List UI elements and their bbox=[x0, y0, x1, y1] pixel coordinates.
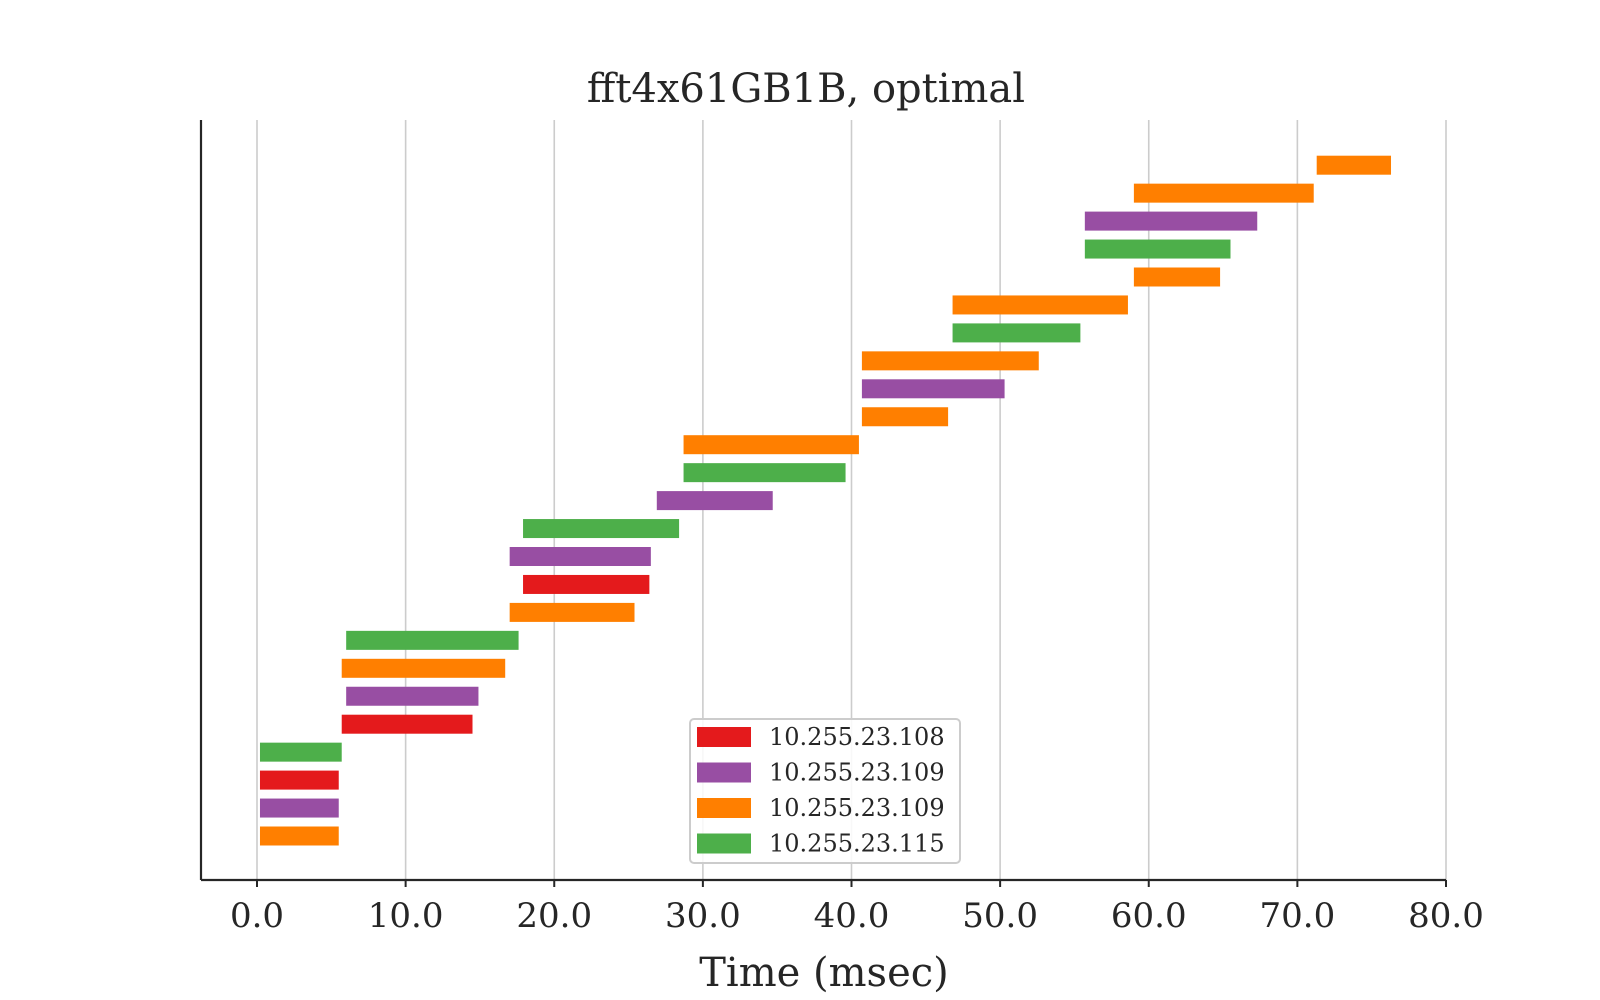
task-bar bbox=[523, 519, 680, 539]
x-tick-label: 80.0 bbox=[1408, 896, 1484, 936]
x-tick-label: 60.0 bbox=[1111, 896, 1187, 936]
legend-frame bbox=[689, 718, 961, 864]
task-bar bbox=[509, 602, 635, 622]
legend-label: 10.255.23.115 bbox=[769, 830, 945, 858]
task-bar bbox=[341, 658, 506, 678]
task-bar bbox=[952, 323, 1081, 343]
x-tick-label: 50.0 bbox=[962, 896, 1038, 936]
task-bars bbox=[259, 155, 1392, 846]
legend-items: 10.255.23.108 10.255.23.109 10.255.23.109 1… bbox=[697, 723, 945, 858]
x-tick-label: 70.0 bbox=[1260, 896, 1336, 936]
task-bar bbox=[259, 742, 342, 762]
x-tick-label: 30.0 bbox=[665, 896, 741, 936]
x-tick-label: 10.0 bbox=[368, 896, 444, 936]
legend: 10.255.23.108 10.255.23.109 10.255.23.109 1… bbox=[689, 718, 961, 864]
legend-label: 10.255.23.109 bbox=[769, 794, 945, 822]
task-bar bbox=[346, 686, 479, 706]
x-tick-label: 40.0 bbox=[814, 896, 890, 936]
task-bar bbox=[259, 770, 339, 790]
legend-label: 10.255.23.109 bbox=[769, 759, 945, 787]
chart-title: fft4x61GB1B, optimal bbox=[587, 66, 1025, 112]
task-bar bbox=[346, 630, 519, 650]
legend-swatch bbox=[697, 798, 751, 818]
task-bar bbox=[1084, 239, 1231, 259]
task-bar bbox=[341, 714, 473, 734]
task-bar bbox=[1133, 267, 1221, 287]
x-axis-label: Time (msec) bbox=[699, 950, 949, 996]
task-bar bbox=[259, 826, 339, 846]
task-bar bbox=[1133, 183, 1314, 203]
x-tick-label: 20.0 bbox=[516, 896, 592, 936]
task-bar bbox=[861, 379, 1005, 399]
task-bar bbox=[683, 463, 846, 483]
task-bar bbox=[861, 351, 1039, 371]
legend-swatch bbox=[697, 762, 751, 783]
legend-swatch bbox=[697, 727, 751, 747]
x-axis-ticks: 0.0 10.0 20.0 30.0 40.0 50.0 60.0 70.0 80.0 bbox=[230, 880, 1484, 936]
task-bar bbox=[683, 435, 859, 455]
task-bar bbox=[1084, 211, 1258, 231]
task-bar bbox=[509, 547, 651, 566]
legend-label: 10.255.23.108 bbox=[769, 723, 945, 751]
legend-swatch bbox=[697, 833, 751, 854]
task-bar bbox=[656, 491, 773, 511]
task-bar bbox=[861, 407, 949, 427]
x-tick-label: 0.0 bbox=[230, 896, 284, 936]
task-bar bbox=[952, 295, 1128, 315]
task-bar bbox=[259, 798, 339, 818]
task-bar bbox=[1316, 155, 1392, 175]
task-bar bbox=[523, 574, 650, 594]
